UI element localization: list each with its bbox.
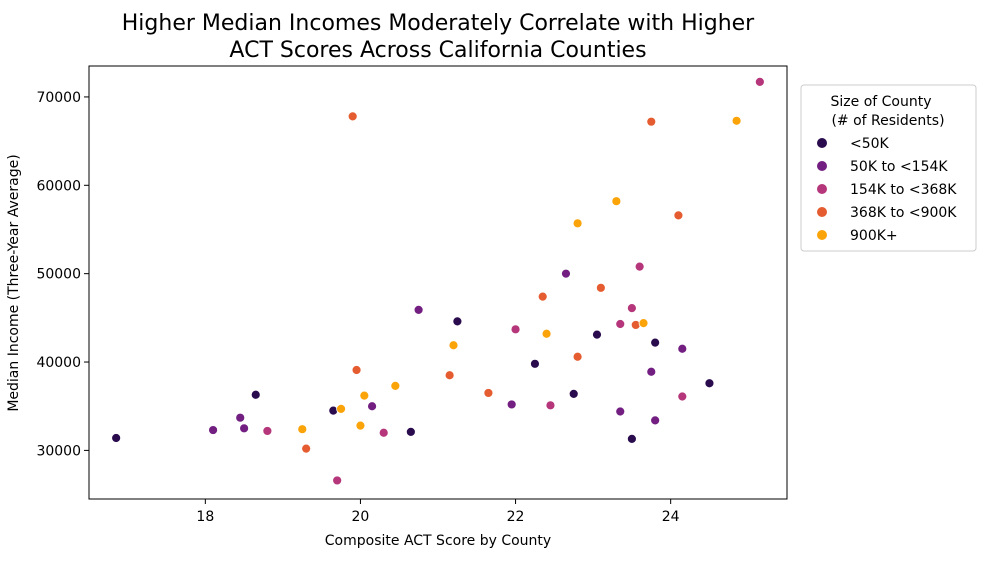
legend-marker-1	[817, 161, 827, 171]
data-point-series-3	[351, 365, 362, 375]
legend[interactable]: Size of County (# of Residents) <50K 50K …	[800, 84, 977, 252]
data-point-series-3	[572, 351, 583, 362]
data-point-series-4	[336, 403, 346, 414]
legend-marker-2	[817, 184, 827, 194]
data-point-series-3	[595, 282, 606, 293]
data-point-series-1	[413, 304, 424, 315]
data-point-series-3	[301, 443, 312, 454]
x-tick-label: 20	[352, 509, 370, 525]
legend-items: <50K 50K to <154K 154K to <368K 368K to <90…	[817, 136, 957, 244]
data-point-series-0	[111, 433, 122, 443]
data-point-series-4	[611, 196, 622, 207]
data-point-series-2	[332, 475, 343, 486]
data-point-series-3	[673, 210, 684, 221]
x-axis: 18 20 22 24	[196, 499, 680, 525]
legend-label-2: 154K to <368K	[850, 182, 957, 198]
data-point-series-2	[378, 427, 389, 438]
legend-title-line-2: (# of Residents)	[831, 113, 944, 129]
data-point-series-4	[359, 390, 370, 401]
chart-title-line-1: Higher Median Incomes Moderately Correla…	[122, 11, 755, 36]
y-axis-label: Median Income (Three-Year Average)	[6, 154, 22, 411]
data-point-series-4	[297, 424, 308, 435]
data-point-series-0	[568, 388, 579, 399]
data-point-series-2	[545, 400, 556, 411]
data-point-series-1	[239, 423, 250, 434]
x-tick-label: 24	[662, 509, 680, 525]
data-point-series-0	[405, 426, 416, 437]
y-tick-label: 50000	[36, 267, 81, 283]
legend-marker-0	[817, 138, 827, 148]
legend-label-4: 900K+	[850, 228, 898, 244]
legend-title-line-1: Size of County	[831, 94, 932, 110]
data-point-series-1	[650, 415, 661, 426]
data-point-series-2	[754, 77, 765, 87]
y-tick-label: 30000	[36, 443, 81, 459]
legend-label-3: 368K to <900K	[850, 205, 957, 221]
legend-marker-4	[817, 230, 827, 240]
x-tick-label: 18	[196, 509, 214, 525]
data-point-series-3	[537, 291, 548, 302]
data-point-series-1	[677, 343, 688, 354]
data-point-series-4	[731, 115, 742, 126]
data-point-series-1	[561, 268, 571, 279]
data-point-series-0	[452, 316, 463, 327]
y-tick-label: 60000	[36, 178, 81, 194]
data-point-series-4	[448, 340, 459, 351]
data-point-series-0	[592, 329, 602, 340]
data-point-series-4	[390, 380, 401, 391]
data-point-series-4	[355, 420, 366, 431]
data-point-series-0	[626, 434, 637, 444]
legend-box	[800, 84, 977, 252]
y-tick-label: 40000	[36, 355, 81, 371]
data-point-series-2	[262, 426, 273, 436]
chart-title-line-2: ACT Scores Across California Counties	[229, 38, 646, 63]
data-point-series-2	[634, 261, 645, 272]
data-point-series-4	[541, 328, 552, 339]
data-points	[111, 77, 765, 486]
y-tick-label: 70000	[36, 90, 81, 106]
data-point-series-2	[677, 391, 688, 402]
data-point-series-3	[646, 116, 657, 127]
data-point-series-0	[650, 337, 661, 348]
data-point-series-0	[250, 389, 261, 400]
x-axis-label: Composite ACT Score by County	[325, 533, 551, 549]
data-point-series-3	[444, 370, 455, 381]
data-point-series-1	[615, 406, 626, 417]
data-point-series-4	[572, 218, 583, 229]
data-point-series-1	[235, 412, 246, 423]
plot-frame	[88, 65, 788, 500]
data-point-series-2	[510, 324, 521, 335]
plot-area: 18 20 22 24 30000 40000 50000 60000 70000	[36, 65, 788, 525]
data-point-series-1	[367, 401, 377, 412]
data-point-series-4	[638, 318, 649, 329]
data-point-series-0	[530, 358, 540, 369]
data-point-series-1	[208, 425, 218, 435]
y-axis: 30000 40000 50000 60000 70000	[36, 90, 89, 459]
legend-label-1: 50K to <154K	[850, 159, 948, 175]
data-point-series-0	[704, 378, 715, 389]
data-point-series-2	[615, 319, 626, 329]
data-point-series-2	[626, 303, 637, 314]
data-point-series-3	[483, 388, 494, 398]
x-tick-label: 22	[507, 509, 525, 525]
data-point-series-1	[646, 366, 657, 377]
data-point-series-1	[506, 399, 517, 410]
legend-label-0: <50K	[850, 136, 890, 152]
data-point-series-3	[347, 111, 358, 122]
legend-marker-3	[817, 207, 827, 217]
